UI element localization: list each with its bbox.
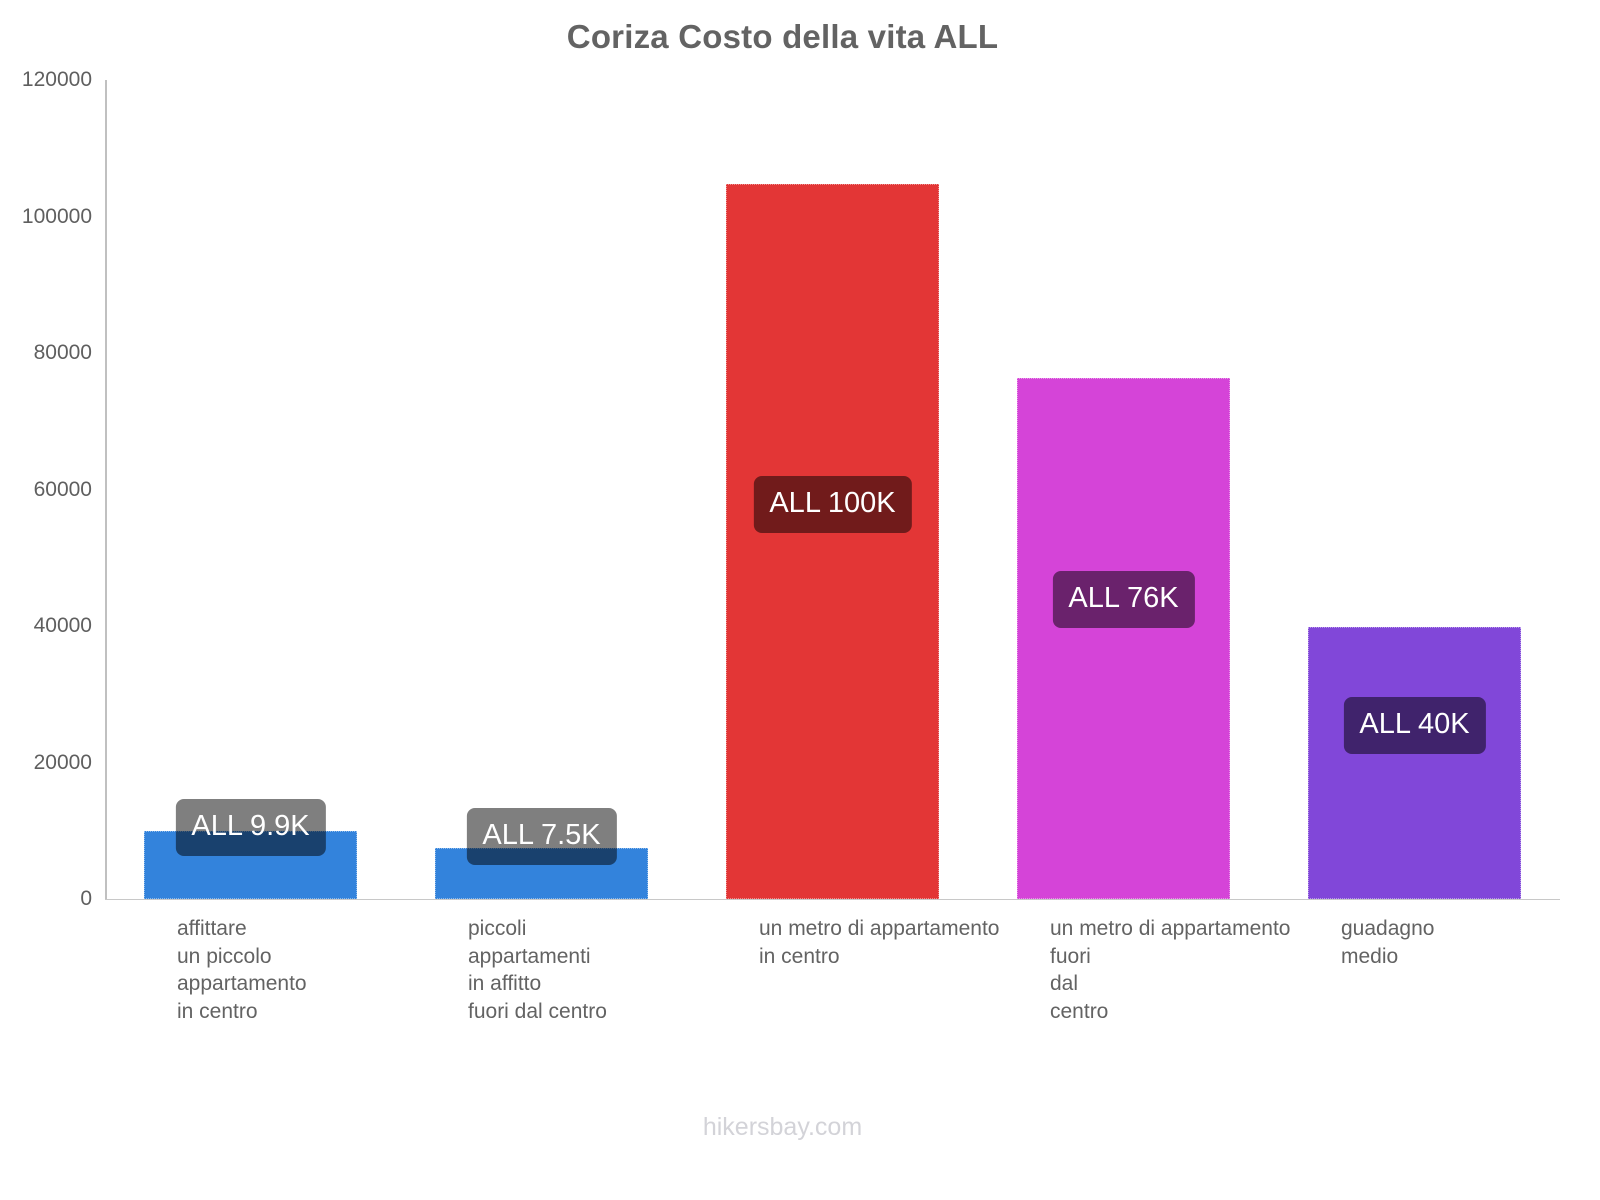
y-tick-label: 20000 xyxy=(33,750,92,774)
x-axis-line xyxy=(105,899,1560,900)
y-tick-label: 100000 xyxy=(21,204,92,228)
x-category-label: un metro di appartamento in centro xyxy=(759,917,1000,968)
y-tick-label: 120000 xyxy=(21,68,92,91)
bar-value-label: ALL 7.5K xyxy=(466,808,617,865)
bar-slot xyxy=(435,80,648,899)
y-tick-label: 60000 xyxy=(33,477,92,501)
y-tick-label: 40000 xyxy=(33,614,92,637)
y-tick-label: 0 xyxy=(80,887,92,910)
x-category-label: guadagno medio xyxy=(1341,917,1435,968)
bar-slot xyxy=(726,80,939,899)
bar-slot xyxy=(1308,80,1521,899)
bar-value-label: ALL 100K xyxy=(753,476,912,533)
bars-layer: ALL 9.9K ALL 7.5K ALL 100K ALL 76K ALL 40K xyxy=(105,80,1560,899)
x-category-label: un metro di appartamento fuori dal centr… xyxy=(1050,917,1291,1023)
chart-title: Coriza Costo della vita ALL xyxy=(566,18,999,55)
bar-slot xyxy=(1017,80,1230,899)
y-axis-tick-labels: 0 20000 40000 60000 80000 100000 120000 xyxy=(0,68,92,910)
bar-value-label: ALL 9.9K xyxy=(175,799,326,856)
bar-slot xyxy=(144,80,357,899)
bar[interactable] xyxy=(1308,626,1521,899)
bar[interactable] xyxy=(1017,377,1230,899)
bar-value-label: ALL 40K xyxy=(1343,697,1486,754)
x-category-label: affittare un piccolo appartamento in cen… xyxy=(177,917,307,1023)
bar-value-label: ALL 76K xyxy=(1052,571,1195,628)
x-axis-category-labels: affittare un piccolo appartamento in cen… xyxy=(105,915,1560,1055)
y-tick-label: 80000 xyxy=(33,341,92,364)
footer-credit: hikersbay.com xyxy=(702,1113,863,1141)
bar[interactable] xyxy=(726,183,939,899)
x-category-label: piccoli appartamenti in affitto fuori da… xyxy=(468,917,607,1023)
y-axis-line xyxy=(105,80,107,900)
